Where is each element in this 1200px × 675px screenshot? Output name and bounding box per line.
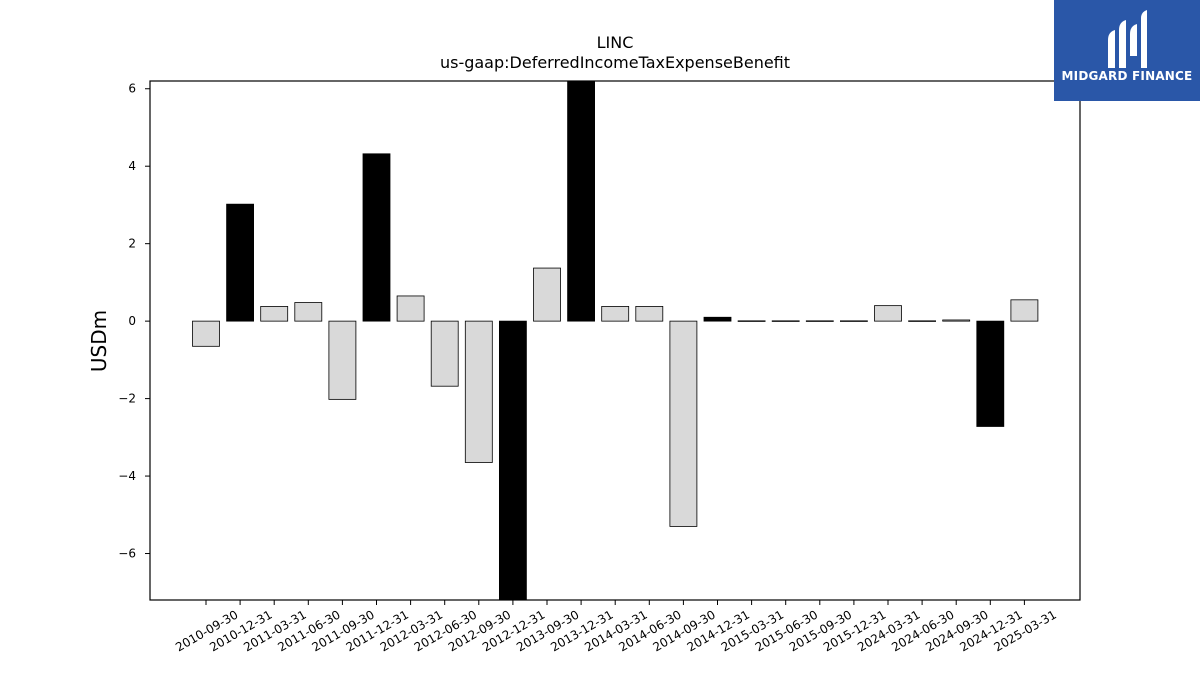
bar [533,267,561,322]
y-tick-label: 4 [128,159,136,173]
y-axis-label: USDm [87,310,111,372]
plot-frame [149,80,1081,601]
bar [976,320,1005,427]
bar [294,302,323,322]
bar [464,320,493,463]
bar [805,320,834,322]
chart-subtitle: us-gaap:DeferredIncomeTaxExpenseBenefit [440,53,790,72]
bar [1010,299,1039,322]
bar [328,320,357,400]
x-ticks-group: 2010-09-302010-12-312011-03-312011-06-30… [173,600,1059,654]
bar [874,305,902,322]
y-tick-label: −2 [118,392,136,406]
y-tick-label: −4 [118,469,136,483]
bar [396,295,425,322]
brand-name: MIDGARD FINANCE [1061,69,1193,83]
bar [226,203,255,322]
bar [498,320,527,601]
bar [567,80,595,322]
bar [430,320,459,387]
bar [192,320,220,347]
bar [908,320,936,322]
y-ticks-group: −6 −4 −2 0 2 4 6 [118,82,150,561]
bar [362,153,391,322]
bar [771,320,800,322]
bar [737,320,766,322]
y-tick-label: 2 [128,237,136,251]
bar [601,306,630,322]
y-tick-label: −6 [118,547,136,561]
bar [703,316,732,322]
bars-group [192,80,1039,601]
midgard-finance-logo: MIDGARD FINANCE [1054,0,1200,101]
bar [942,319,971,322]
y-tick-label: 0 [128,314,136,328]
bar [635,306,664,322]
bar [260,306,289,322]
y-tick-label: 6 [128,82,136,96]
bar [840,320,868,322]
midgard-logo-icon [1108,10,1147,68]
bar [669,320,698,527]
chart-title: LINC [597,33,634,52]
